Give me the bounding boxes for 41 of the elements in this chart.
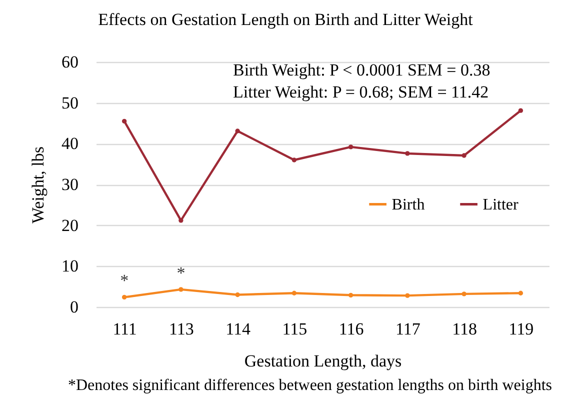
point	[405, 151, 410, 156]
x-axis-title: Gestation Length, days	[244, 352, 402, 370]
y-tick-label: 50	[62, 93, 78, 112]
x-tick-label: 111	[112, 320, 137, 338]
y-tick-label: 0	[70, 298, 78, 316]
annotation: *	[120, 271, 129, 290]
x-tick-label: 113	[169, 320, 194, 338]
annotation: Birth Weight: P < 0.0001 SEM = 0.38	[233, 60, 490, 80]
point	[122, 118, 127, 124]
point	[235, 292, 240, 298]
point	[292, 290, 297, 296]
point	[348, 144, 354, 150]
y-tick-label: 20	[62, 216, 78, 235]
y-tick-label: 10	[62, 256, 78, 276]
annotation: Litter Weight: P = 0.68; SEM = 11.42	[233, 82, 489, 102]
chart-title: Effects on Gestation Length on Birth and Litter Weight	[98, 10, 474, 29]
point	[178, 287, 184, 292]
legend-label: Birth	[392, 196, 425, 214]
y-tick-label: 60	[62, 52, 78, 72]
x-tick-label: 118	[452, 320, 477, 338]
point	[518, 290, 524, 296]
x-tick-label: 116	[338, 320, 364, 338]
point	[122, 294, 127, 300]
annotation: *	[176, 263, 186, 282]
x-tick-label: 115	[282, 320, 308, 338]
point	[178, 218, 184, 223]
y-axis-title: Weight, lbs	[28, 146, 48, 224]
point	[292, 158, 297, 162]
point	[462, 153, 466, 158]
point	[405, 293, 410, 298]
y-tick-label: 40	[62, 134, 78, 154]
point	[348, 292, 354, 298]
x-tick-label: 114	[226, 320, 251, 338]
text: *Denotes significant differences between gestation lengths on birth weights	[68, 377, 552, 394]
point	[235, 128, 240, 134]
x-tick-label: 119	[508, 320, 534, 338]
point	[462, 292, 466, 296]
point	[518, 108, 524, 113]
x-tick-label: 117	[396, 320, 421, 338]
y-tick-label: 30	[62, 175, 78, 194]
legend-label: Litter	[482, 196, 520, 214]
